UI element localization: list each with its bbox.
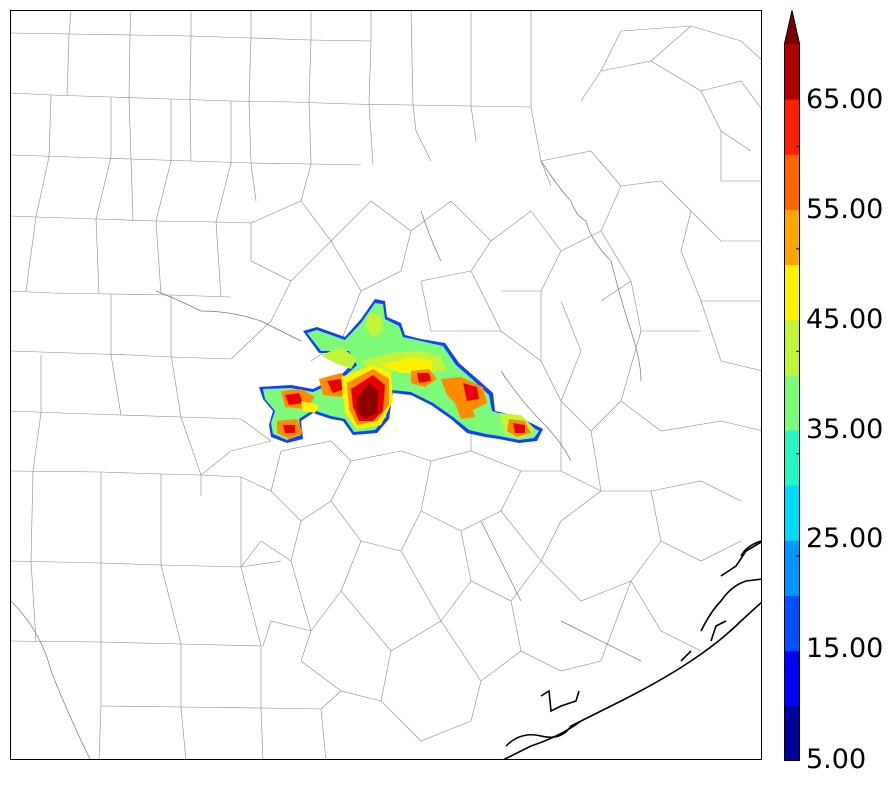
map-panel bbox=[10, 10, 762, 760]
colorbar-band bbox=[784, 430, 800, 486]
colorbar-tick-label: 55.00 bbox=[806, 194, 884, 225]
county-boundaries bbox=[11, 11, 761, 759]
colorbar-tick-label: 25.00 bbox=[806, 523, 884, 554]
colorbar bbox=[784, 10, 800, 761]
colorbar-tick-label: 65.00 bbox=[806, 84, 884, 115]
colorbar-band bbox=[784, 154, 800, 210]
colorbar-tick-label: 5.00 bbox=[806, 744, 867, 775]
colorbar-band bbox=[784, 99, 800, 155]
colorbar-band bbox=[784, 44, 800, 100]
colorbar-band bbox=[784, 319, 800, 376]
colorbar-band bbox=[784, 540, 800, 597]
colorbar-tick-label: 15.00 bbox=[806, 633, 884, 664]
colorbar-tick-label: 45.00 bbox=[806, 304, 884, 335]
colorbar-band bbox=[784, 650, 800, 707]
county-map bbox=[11, 11, 761, 759]
colorbar-band bbox=[784, 264, 800, 321]
colorbar-extend-arrow bbox=[784, 10, 800, 44]
colorbar-band bbox=[784, 705, 800, 761]
colorbar-band bbox=[784, 485, 800, 541]
colorbar-outline bbox=[784, 10, 800, 761]
precip-field bbox=[259, 299, 543, 443]
colorbar-band bbox=[784, 595, 800, 652]
coastline bbox=[503, 540, 761, 759]
colorbar-band bbox=[784, 374, 800, 431]
colorbar-tick-label: 35.00 bbox=[806, 414, 884, 445]
colorbar-band bbox=[784, 209, 800, 266]
rivers bbox=[11, 160, 642, 759]
